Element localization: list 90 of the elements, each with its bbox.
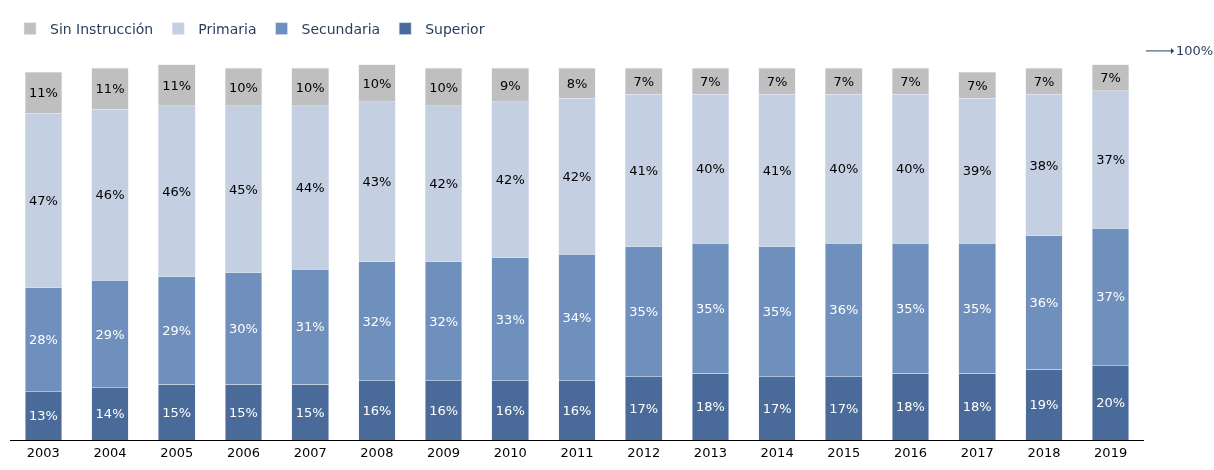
data-label: 40% (695, 161, 725, 177)
data-label: 30% (229, 321, 258, 337)
data-label: 42% (562, 168, 592, 184)
legend-label: Primaria (198, 21, 257, 38)
data-label: 19% (1029, 397, 1059, 413)
x-tick-label: 2012 (627, 444, 661, 460)
data-label: 39% (962, 163, 992, 179)
data-label: 41% (762, 163, 792, 179)
data-label: 47% (28, 192, 58, 208)
data-label: 7% (1033, 73, 1055, 89)
data-label: 18% (695, 399, 725, 415)
legend-label: Sin Instrucción (50, 21, 154, 38)
x-tick-label: 2006 (226, 444, 261, 460)
data-label: 37% (1096, 289, 1126, 305)
data-label: 17% (829, 400, 859, 416)
data-label: 7% (766, 73, 788, 89)
data-label: 11% (162, 77, 192, 93)
data-label: 40% (829, 161, 859, 177)
data-label: 7% (966, 77, 988, 93)
data-label: 36% (1029, 295, 1059, 311)
data-label: 17% (629, 400, 659, 416)
data-label: 11% (28, 85, 58, 101)
x-tick-label: 2011 (560, 444, 594, 460)
data-label: 29% (162, 322, 192, 338)
x-tick-label: 2015 (827, 444, 861, 460)
x-tick-label: 2009 (427, 444, 461, 460)
data-label: 15% (229, 404, 258, 420)
x-tick-label: 2019 (1094, 444, 1128, 460)
x-tick-label: 2013 (693, 444, 727, 460)
data-label: 8% (566, 75, 588, 91)
data-label: 45% (229, 181, 258, 197)
data-label: 41% (629, 163, 659, 179)
data-label: 34% (562, 309, 592, 325)
data-label: 35% (695, 300, 725, 316)
data-label: 11% (95, 81, 125, 97)
x-tick-label: 2003 (26, 444, 60, 460)
x-tick-label: 2005 (160, 444, 194, 460)
data-label: 35% (762, 304, 792, 320)
data-label: 38% (1029, 157, 1059, 173)
text: 100% (1176, 43, 1214, 58)
data-label: 13% (28, 408, 58, 424)
data-label: 7% (833, 73, 855, 89)
x-tick-label: 2016 (893, 444, 928, 460)
data-label: 16% (495, 402, 525, 418)
data-label: 29% (95, 326, 125, 342)
data-label: 35% (962, 300, 992, 316)
data-label: 10% (362, 75, 392, 91)
data-label: 7% (633, 73, 655, 89)
legend-label: Secundaria (301, 21, 381, 38)
data-label: 37% (1096, 151, 1126, 167)
data-label: 46% (95, 187, 125, 203)
x-tick-label: 2018 (1027, 444, 1061, 460)
legend-label: Superior (425, 21, 485, 38)
data-label: 35% (896, 300, 925, 316)
x-tick-label: 2010 (493, 444, 527, 460)
data-label: 14% (95, 406, 125, 422)
x-tick-label: 2004 (93, 444, 127, 460)
data-label: 9% (499, 77, 521, 93)
data-label: 46% (162, 183, 192, 199)
data-label: 28% (28, 332, 58, 348)
data-label: 7% (1100, 70, 1121, 86)
data-label: 7% (900, 73, 921, 89)
data-label: 7% (700, 73, 721, 89)
data-label: 17% (762, 400, 792, 416)
data-label: 36% (829, 302, 859, 318)
data-label: 18% (962, 399, 992, 415)
data-label: 15% (162, 404, 192, 420)
data-label: 16% (362, 402, 392, 418)
data-label: 16% (562, 402, 592, 418)
x-tick-label: 2007 (293, 444, 327, 460)
x-tick-label: 2014 (760, 444, 794, 460)
data-label: 16% (429, 402, 459, 418)
data-label: 15% (295, 404, 325, 420)
data-label: 42% (495, 172, 525, 188)
data-label: 44% (295, 179, 325, 195)
data-label: 18% (896, 399, 925, 415)
data-label: 42% (429, 176, 459, 192)
data-label: 32% (429, 313, 459, 329)
data-label: 20% (1096, 395, 1126, 411)
x-tick-label: 2008 (360, 444, 394, 460)
data-label: 43% (362, 174, 392, 190)
data-label: 32% (362, 313, 392, 329)
data-label: 10% (295, 79, 325, 95)
data-label: 10% (229, 79, 258, 95)
data-label: 35% (629, 304, 659, 320)
data-label: 10% (429, 79, 459, 95)
x-tick-label: 2017 (960, 444, 994, 460)
data-label: 31% (295, 319, 325, 335)
data-label: 40% (896, 161, 925, 177)
data-label: 33% (495, 311, 525, 327)
